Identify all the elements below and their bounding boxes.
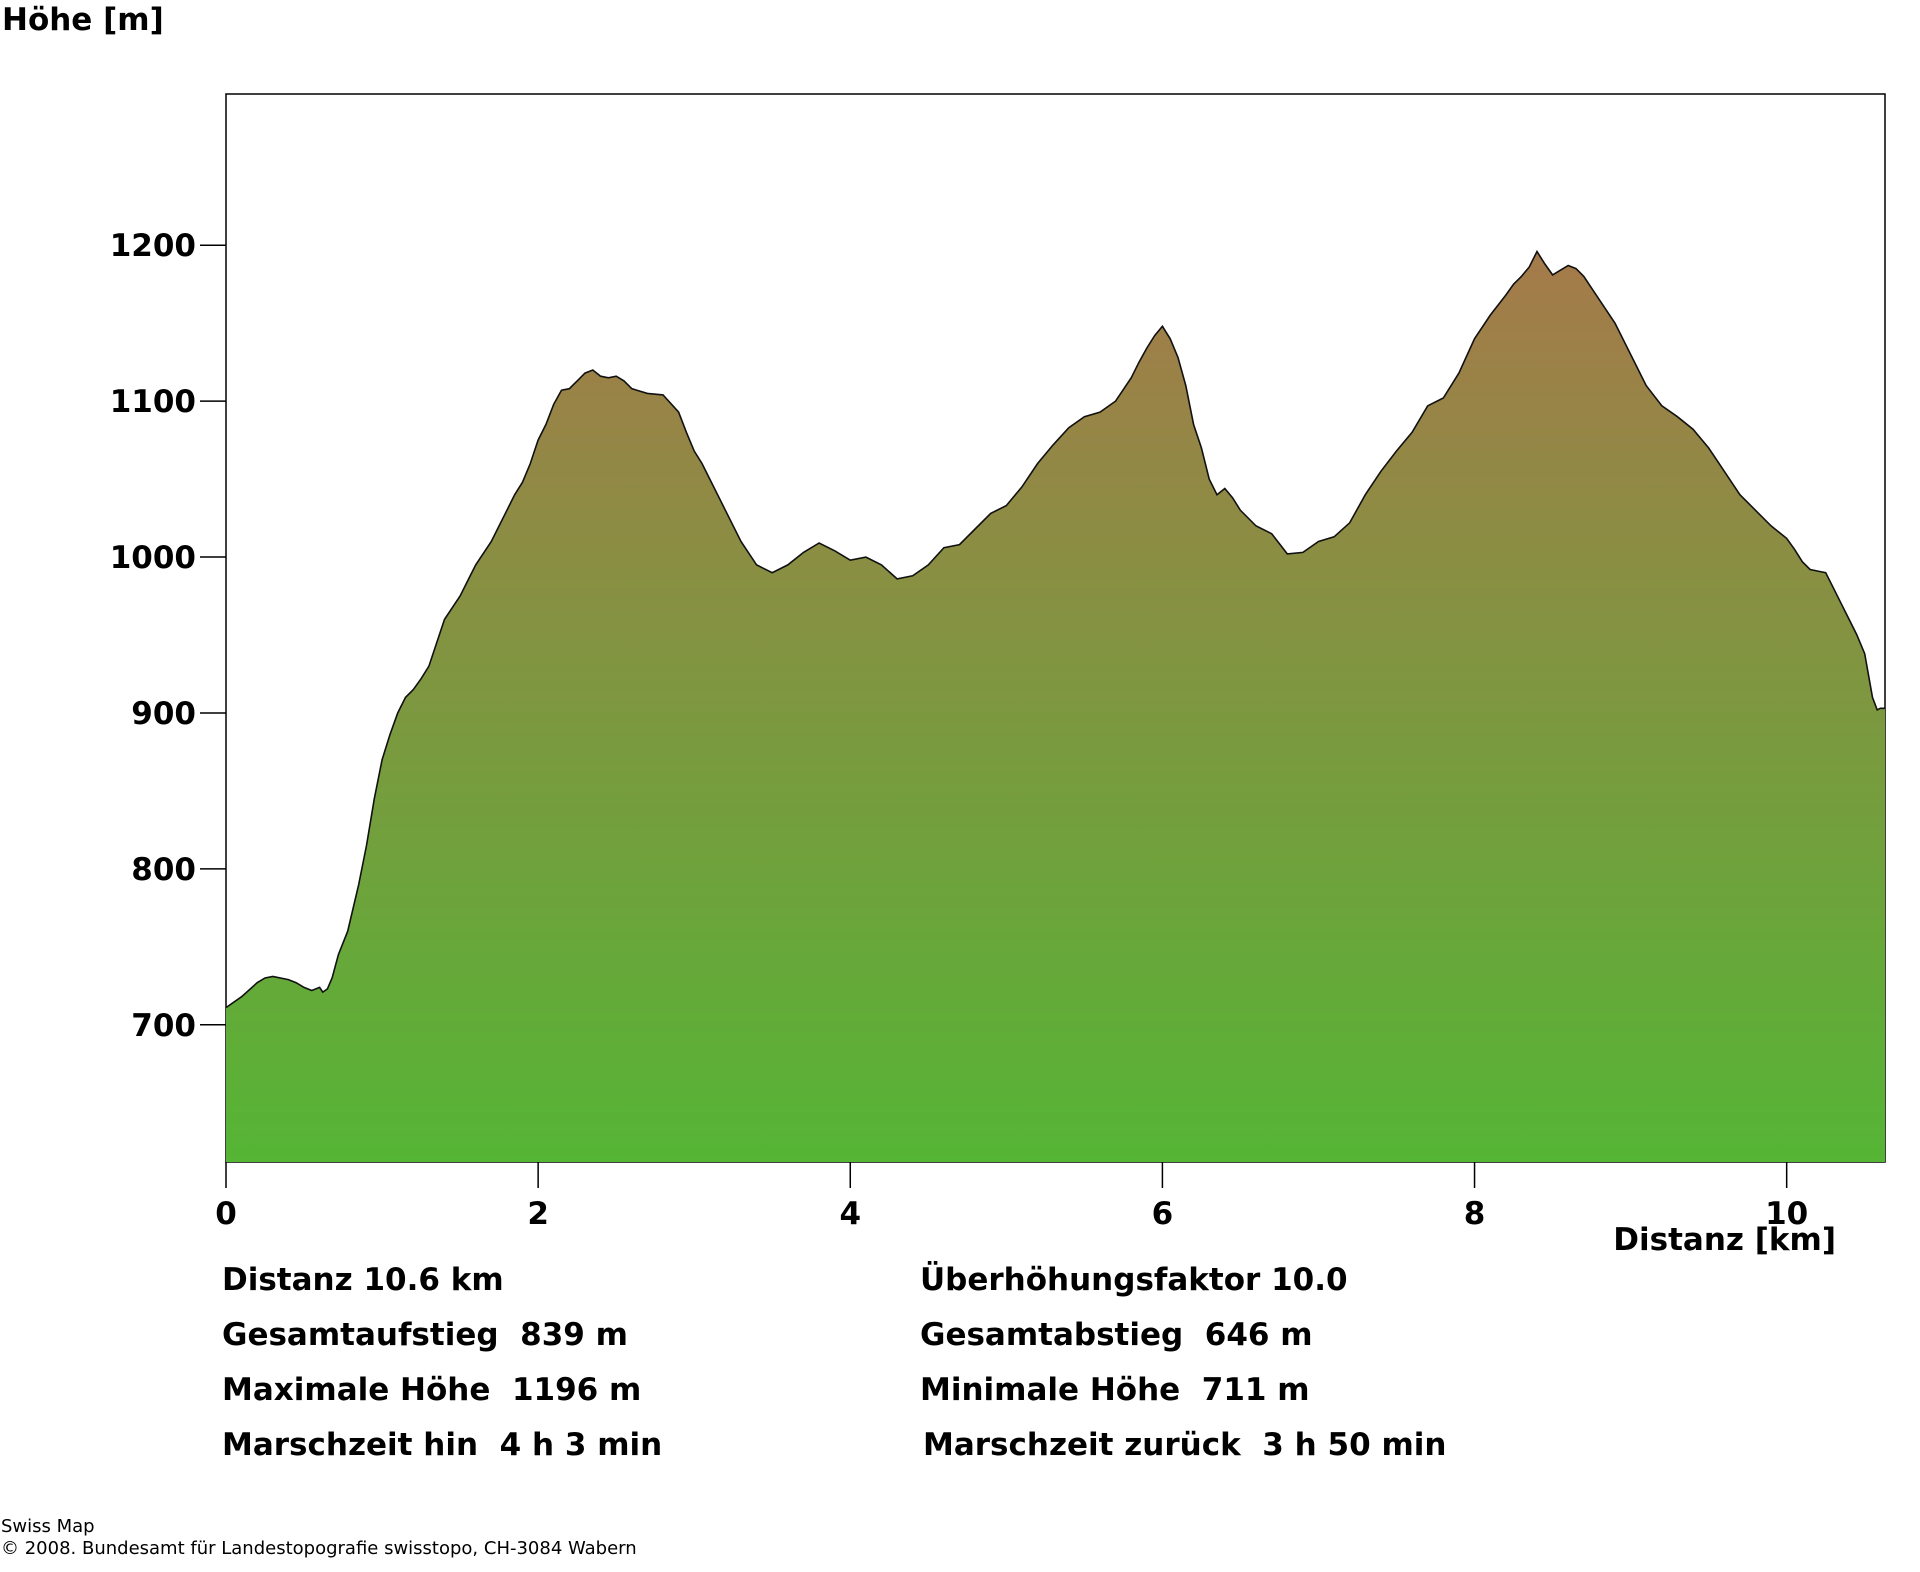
y-axis: 700 800 900 1000 1100 1200 [110,228,226,1044]
stat-time-back: Marschzeit zurück 3 h 50 min [923,1427,1447,1463]
x-tick-label: 6 [1152,1196,1174,1232]
x-axis-title: Distanz [km] [1613,1222,1836,1258]
stat-max-height: Maximale Höhe 1196 m [222,1372,642,1408]
y-tick-label: 1200 [110,228,196,264]
y-tick-label: 700 [131,1008,196,1044]
footer-product: Swiss Map [1,1516,95,1537]
x-tick-label: 8 [1464,1196,1486,1232]
y-tick-label: 800 [131,852,196,888]
copyright-footer: Swiss Map © 2008. Bundesamt für Landesto… [1,1516,637,1560]
x-axis: 0 2 4 6 8 10 [215,1162,1808,1232]
y-tick-label: 1000 [110,540,196,576]
y-tick-label: 900 [131,696,196,732]
stat-min-height: Minimale Höhe 711 m [920,1372,1310,1408]
stat-time-forward: Marschzeit hin 4 h 3 min [222,1427,663,1463]
y-axis-title: Höhe [m] [2,2,164,38]
elevation-line [225,249,1885,1009]
stat-total-ascent: Gesamtaufstieg 839 m [222,1317,628,1353]
stat-total-descent: Gesamtabstieg 646 m [920,1317,1313,1353]
y-tick-label: 1100 [110,384,196,420]
x-tick-label: 10 [1765,1196,1808,1232]
x-tick-label: 2 [527,1196,549,1232]
stat-exaggeration: Überhöhungsfaktor 10.0 [920,1262,1348,1298]
x-tick-label: 0 [215,1196,237,1232]
stat-distance: Distanz 10.6 km [222,1262,504,1298]
footer-copyright: © 2008. Bundesamt für Landestopografie s… [1,1538,637,1559]
x-tick-label: 4 [839,1196,861,1232]
elevation-area [226,251,1885,1162]
